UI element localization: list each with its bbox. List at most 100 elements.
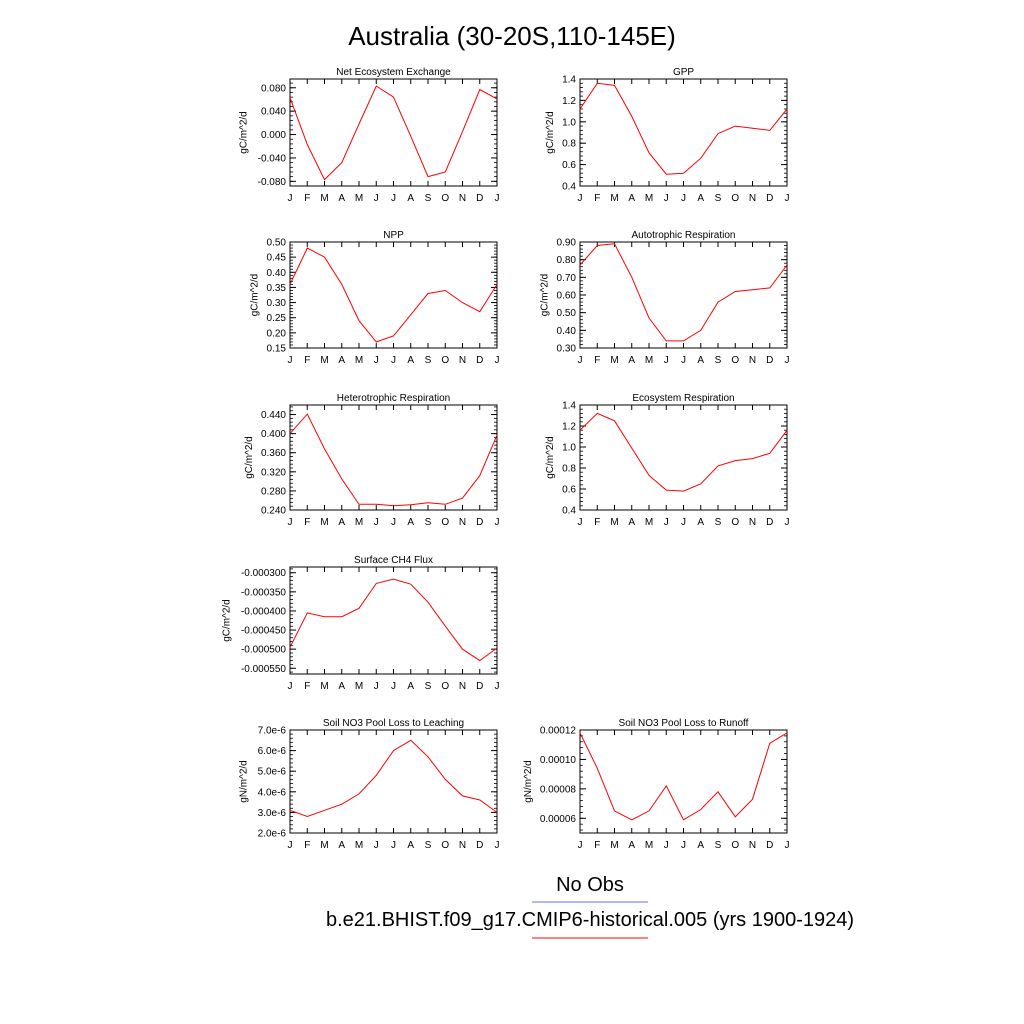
x-tick-label: J	[578, 193, 583, 204]
y-tick-label: 0.80	[557, 255, 577, 266]
x-tick-label: M	[320, 517, 328, 528]
panel-title: GPP	[673, 67, 694, 78]
y-tick-label: 1.4	[562, 75, 576, 86]
y-tick-label: 0.6	[562, 160, 576, 171]
plot-frame	[289, 78, 498, 187]
y-axis-label: gC/m^2/d	[250, 274, 261, 317]
y-tick-label: 0.00006	[540, 814, 577, 825]
y-tick-label: -0.040	[258, 153, 287, 164]
x-tick-label: A	[338, 681, 345, 692]
plot-frame	[579, 78, 788, 187]
y-axis-label: gC/m^2/d	[238, 111, 249, 154]
x-tick-label: M	[645, 193, 653, 204]
x-tick-label: J	[288, 840, 293, 851]
x-tick-label: A	[407, 840, 414, 851]
y-tick-label: 0.240	[261, 506, 286, 517]
x-tick-label: J	[288, 355, 293, 366]
x-tick-label: S	[425, 840, 432, 851]
y-tick-label: -0.000450	[241, 626, 286, 637]
x-tick-label: S	[715, 840, 722, 851]
x-tick-label: A	[338, 840, 345, 851]
x-tick-label: F	[304, 355, 310, 366]
x-tick-label: S	[425, 681, 432, 692]
panel-title: Autotrophic Respiration	[632, 230, 736, 241]
y-tick-label: 0.000	[261, 130, 286, 141]
x-tick-label: F	[594, 193, 600, 204]
x-tick-label: F	[594, 355, 600, 366]
x-tick-label: M	[645, 517, 653, 528]
x-tick-label: D	[766, 517, 773, 528]
series-line	[289, 739, 498, 818]
x-tick-label: N	[459, 355, 466, 366]
panel-title: Ecosystem Respiration	[632, 393, 734, 404]
legend: No Obs b.e21.BHIST.f09_g17.CMIP6-histori…	[326, 874, 854, 939]
series-line	[289, 247, 498, 343]
x-tick-label: J	[664, 193, 669, 204]
y-tick-label: 0.280	[261, 486, 286, 497]
x-tick-label: J	[391, 193, 396, 204]
x-tick-label: A	[628, 355, 635, 366]
plot-frame	[289, 241, 498, 349]
y-axis-label: gC/m^2/d	[540, 274, 551, 317]
x-tick-label: J	[681, 355, 686, 366]
x-tick-label: S	[715, 193, 722, 204]
x-tick-label: S	[425, 193, 432, 204]
y-tick-label: -0.080	[258, 177, 287, 188]
y-tick-label: 0.50	[267, 238, 287, 249]
x-tick-label: M	[610, 355, 618, 366]
x-tick-label: A	[697, 840, 704, 851]
x-tick-label: J	[785, 355, 790, 366]
plot-frame	[579, 729, 788, 834]
y-tick-label: 1.0	[562, 117, 576, 128]
plot-frame	[289, 729, 498, 834]
y-tick-label: 0.40	[267, 268, 287, 279]
x-tick-label: O	[441, 840, 449, 851]
x-tick-label: F	[594, 517, 600, 528]
y-tick-label: 0.00010	[540, 755, 577, 766]
x-tick-label: J	[495, 681, 500, 692]
x-tick-label: F	[304, 840, 310, 851]
x-tick-label: J	[495, 517, 500, 528]
x-tick-label: J	[681, 193, 686, 204]
x-tick-label: S	[715, 355, 722, 366]
y-tick-label: 0.4	[562, 506, 576, 517]
x-tick-label: J	[785, 193, 790, 204]
figure-title: Australia (30-20S,110-145E)	[348, 21, 676, 51]
x-tick-label: J	[785, 840, 790, 851]
x-tick-label: J	[495, 355, 500, 366]
y-tick-label: 0.45	[267, 253, 287, 264]
x-tick-label: A	[628, 193, 635, 204]
x-tick-label: A	[697, 517, 704, 528]
x-tick-label: O	[731, 193, 739, 204]
y-tick-label: -0.000500	[241, 645, 286, 656]
y-tick-label: 0.20	[267, 328, 287, 339]
plot-frame	[579, 241, 788, 349]
x-tick-label: N	[749, 355, 756, 366]
x-tick-label: O	[731, 355, 739, 366]
x-tick-label: D	[766, 193, 773, 204]
y-axis-label: gN/m^2/d	[238, 760, 249, 803]
x-tick-label: M	[355, 840, 363, 851]
y-tick-label: -0.000350	[241, 587, 286, 598]
y-tick-label: 0.6	[562, 485, 576, 496]
y-tick-label: -0.000550	[241, 664, 286, 675]
y-tick-label: 4.0e-6	[258, 787, 287, 798]
x-tick-label: D	[476, 517, 483, 528]
x-tick-label: A	[338, 517, 345, 528]
y-tick-label: 0.30	[267, 298, 287, 309]
panel-title: Soil NO3 Pool Loss to Runoff	[619, 718, 749, 729]
x-tick-label: A	[407, 681, 414, 692]
x-tick-label: A	[407, 517, 414, 528]
x-tick-label: J	[374, 681, 379, 692]
y-tick-label: 0.40	[557, 326, 577, 337]
x-tick-label: M	[645, 840, 653, 851]
x-tick-label: O	[441, 681, 449, 692]
